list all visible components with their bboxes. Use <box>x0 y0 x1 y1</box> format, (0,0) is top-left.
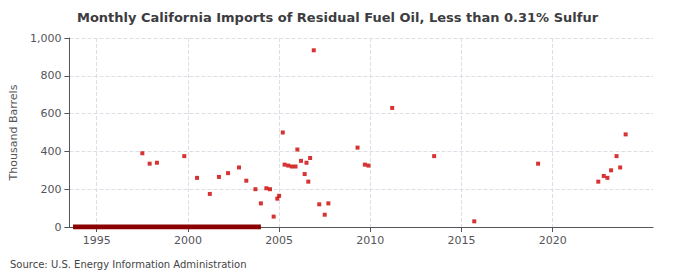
svg-text:200: 200 <box>40 183 61 196</box>
svg-text:2020: 2020 <box>539 234 567 247</box>
svg-text:600: 600 <box>40 107 61 120</box>
svg-text:0: 0 <box>54 221 61 234</box>
svg-text:800: 800 <box>40 69 61 82</box>
svg-text:2000: 2000 <box>174 234 202 247</box>
svg-text:1,000: 1,000 <box>30 32 62 45</box>
svg-text:2005: 2005 <box>265 234 293 247</box>
svg-text:1995: 1995 <box>83 234 111 247</box>
svg-text:400: 400 <box>40 145 61 158</box>
svg-text:Source: U.S. Energy Informatio: Source: U.S. Energy Information Administ… <box>10 259 247 270</box>
svg-text:2010: 2010 <box>356 234 384 247</box>
svg-text:Thousand Barrels: Thousand Barrels <box>7 84 20 181</box>
svg-text:Monthly California Imports of: Monthly California Imports of Residual F… <box>77 10 599 25</box>
svg-text:2015: 2015 <box>448 234 476 247</box>
